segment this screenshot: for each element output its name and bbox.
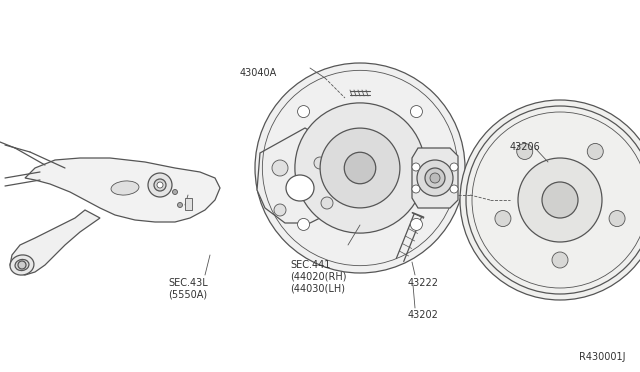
Circle shape bbox=[588, 144, 604, 160]
Text: 43222: 43222 bbox=[408, 278, 439, 288]
Circle shape bbox=[274, 204, 286, 216]
Circle shape bbox=[417, 160, 453, 196]
Text: SEC.43L
(5550A): SEC.43L (5550A) bbox=[168, 278, 208, 299]
Text: 43206: 43206 bbox=[510, 142, 541, 152]
Circle shape bbox=[412, 185, 420, 193]
Circle shape bbox=[410, 218, 422, 230]
Polygon shape bbox=[185, 198, 192, 210]
Circle shape bbox=[450, 163, 458, 171]
Text: SEC.441
(44020(RH)
(44030(LH): SEC.441 (44020(RH) (44030(LH) bbox=[290, 260, 346, 293]
Circle shape bbox=[272, 160, 288, 176]
Circle shape bbox=[177, 202, 182, 208]
Circle shape bbox=[298, 218, 310, 230]
Ellipse shape bbox=[10, 255, 34, 275]
Circle shape bbox=[450, 185, 458, 193]
Circle shape bbox=[295, 103, 425, 233]
Circle shape bbox=[157, 182, 163, 188]
Circle shape bbox=[412, 163, 420, 171]
Circle shape bbox=[154, 179, 166, 191]
Polygon shape bbox=[10, 210, 100, 275]
Circle shape bbox=[552, 252, 568, 268]
Polygon shape bbox=[412, 148, 458, 208]
Text: R430001J: R430001J bbox=[579, 352, 625, 362]
Text: 43040A: 43040A bbox=[240, 68, 277, 78]
Polygon shape bbox=[25, 158, 220, 222]
Ellipse shape bbox=[15, 259, 29, 270]
Circle shape bbox=[460, 100, 640, 300]
Ellipse shape bbox=[286, 175, 314, 201]
Circle shape bbox=[609, 211, 625, 227]
Circle shape bbox=[173, 189, 177, 195]
Circle shape bbox=[344, 152, 376, 184]
Circle shape bbox=[321, 197, 333, 209]
Polygon shape bbox=[257, 128, 340, 223]
Circle shape bbox=[542, 182, 578, 218]
Circle shape bbox=[18, 261, 26, 269]
Circle shape bbox=[516, 144, 532, 160]
Text: 43202: 43202 bbox=[408, 310, 439, 320]
Circle shape bbox=[148, 173, 172, 197]
Circle shape bbox=[430, 173, 440, 183]
Circle shape bbox=[495, 211, 511, 227]
Circle shape bbox=[298, 106, 310, 118]
Circle shape bbox=[314, 157, 326, 169]
Circle shape bbox=[410, 106, 422, 118]
Circle shape bbox=[320, 128, 400, 208]
Circle shape bbox=[518, 158, 602, 242]
Circle shape bbox=[255, 63, 465, 273]
Ellipse shape bbox=[111, 181, 139, 195]
Circle shape bbox=[425, 168, 445, 188]
